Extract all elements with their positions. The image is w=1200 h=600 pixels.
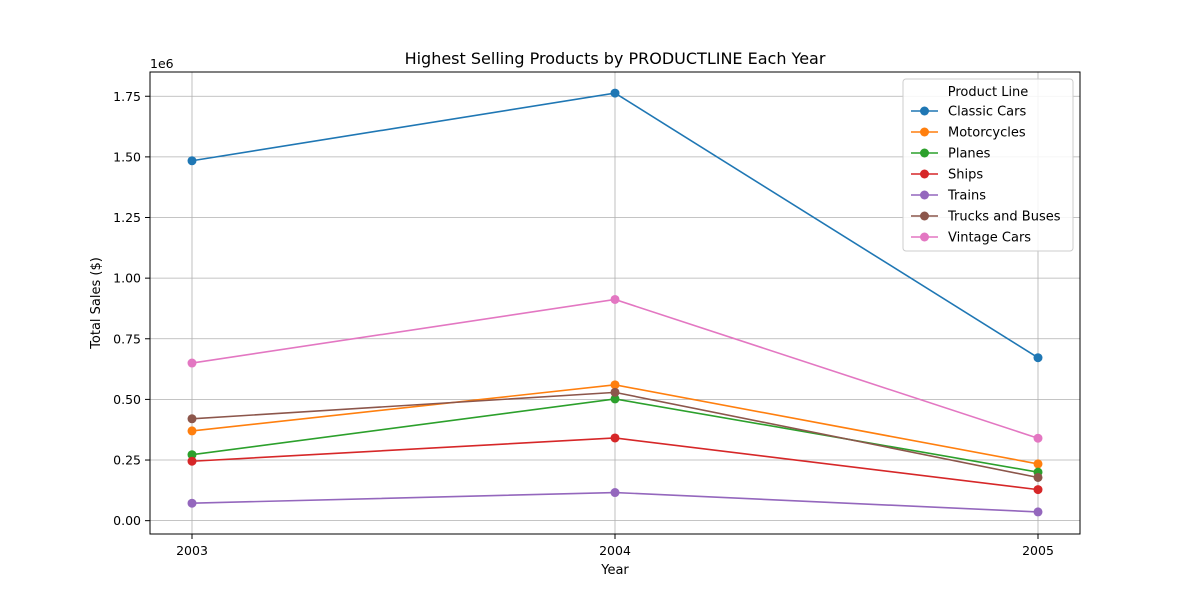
data-point-ships: [1034, 485, 1043, 494]
legend: Product Line Classic Cars Motorcycles Plan…: [903, 79, 1073, 251]
y-tick-label: 0.75: [113, 331, 141, 346]
y-tick-label: 0.00: [113, 513, 141, 528]
y-offset-label: 1e6: [150, 56, 174, 71]
data-point-trains: [1034, 507, 1043, 516]
legend-marker: [920, 191, 929, 200]
data-point-classic-cars: [1034, 353, 1043, 362]
legend-marker: [920, 233, 929, 242]
legend-label: Ships: [948, 168, 983, 183]
data-point-vintage-cars: [1034, 434, 1043, 443]
data-point-ships: [188, 457, 197, 466]
legend-label: Planes: [948, 147, 991, 162]
x-tick-label: 2005: [1022, 543, 1054, 558]
legend-marker: [920, 149, 929, 158]
y-axis-label: Total Sales ($): [89, 257, 104, 350]
legend-label: Vintage Cars: [948, 231, 1031, 246]
legend-marker: [920, 107, 929, 116]
y-tick-label: 0.50: [113, 392, 141, 407]
y-tick-label: 1.50: [113, 149, 141, 164]
data-point-trucks-and-buses: [1034, 473, 1043, 482]
y-tick-label: 1.00: [113, 271, 141, 286]
data-point-vintage-cars: [611, 295, 620, 304]
data-point-trucks-and-buses: [188, 414, 197, 423]
x-tick-label: 2003: [176, 543, 208, 558]
legend-title: Product Line: [948, 85, 1029, 100]
legend-marker: [920, 128, 929, 137]
legend-label: Trains: [947, 189, 986, 204]
legend-label: Motorcycles: [948, 126, 1026, 141]
data-point-motorcycles: [1034, 459, 1043, 468]
y-tick-label: 0.25: [113, 453, 141, 468]
x-axis-label: Year: [600, 563, 629, 578]
chart-title: Highest Selling Products by PRODUCTLINE …: [405, 49, 826, 68]
legend-label: Classic Cars: [948, 105, 1026, 120]
data-point-trucks-and-buses: [611, 388, 620, 397]
data-point-ships: [611, 433, 620, 442]
legend-label: Trucks and Buses: [947, 210, 1061, 225]
data-point-trains: [611, 488, 620, 497]
legend-marker: [920, 170, 929, 179]
y-tick-label: 1.75: [113, 89, 141, 104]
data-point-trains: [188, 499, 197, 508]
data-point-classic-cars: [611, 89, 620, 98]
legend-marker: [920, 212, 929, 221]
y-tick-label: 1.25: [113, 210, 141, 225]
x-tick-label: 2004: [599, 543, 631, 558]
data-point-motorcycles: [188, 426, 197, 435]
data-point-vintage-cars: [188, 359, 197, 368]
data-point-classic-cars: [188, 156, 197, 165]
